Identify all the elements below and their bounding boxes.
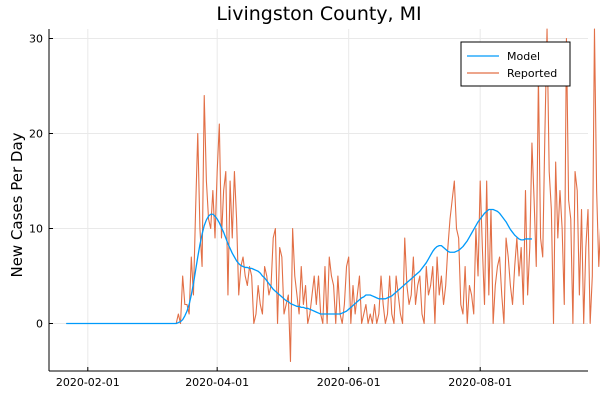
y-tick-label: 30: [29, 33, 43, 46]
y-tick-label: 20: [29, 128, 43, 141]
x-tick-label: 2020-06-01: [317, 376, 381, 389]
x-tick-label: 2020-02-01: [56, 376, 120, 389]
legend-label-reported: Reported: [507, 67, 557, 80]
legend: Model Reported: [460, 41, 571, 87]
series-line-model: [66, 208, 532, 325]
y-ticks: 0 10 20 30: [29, 33, 53, 331]
x-gridlines: [87, 29, 481, 371]
legend-box: [460, 41, 571, 87]
chart-title: Livingston County, MI: [216, 3, 421, 25]
y-axis-label: New Cases Per Day: [8, 132, 26, 277]
y-tick-label: 0: [36, 318, 43, 331]
x-ticks: 2020-02-01 2020-04-01 2020-06-01 2020-08-01: [56, 367, 512, 389]
legend-label-model: Model: [507, 50, 540, 63]
x-tick-label: 2020-04-01: [185, 376, 249, 389]
series-layer: [66, 28, 600, 363]
x-tick-label: 2020-08-01: [448, 376, 512, 389]
y-tick-label: 10: [29, 223, 43, 236]
